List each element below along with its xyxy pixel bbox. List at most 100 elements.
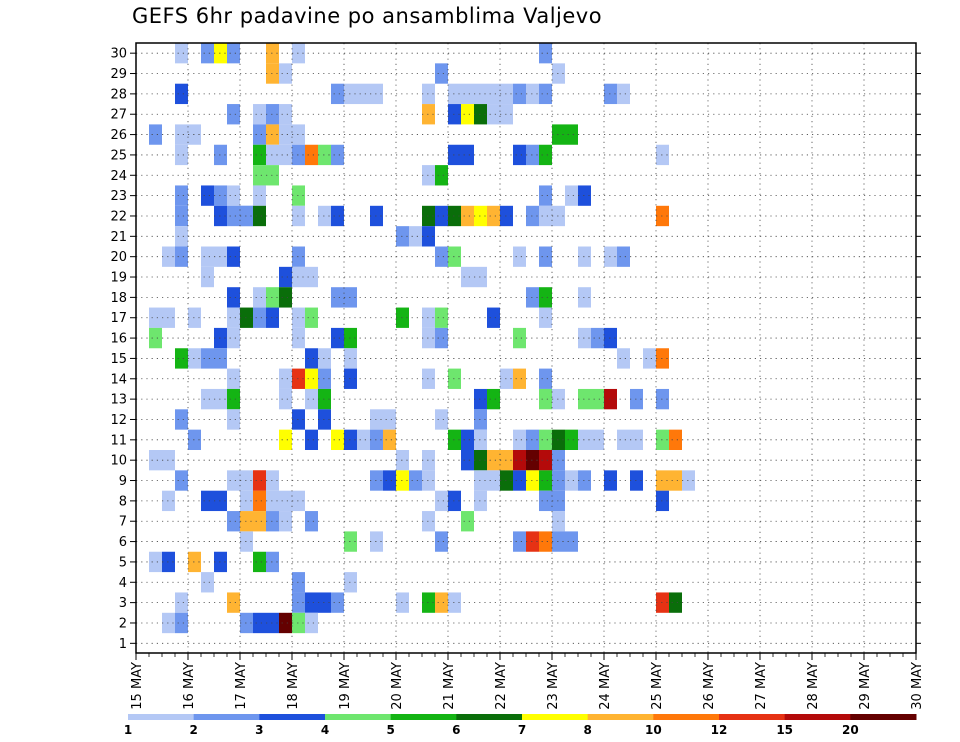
heat-cell [149,450,162,471]
heat-cell [578,470,591,491]
heat-cell [474,83,487,105]
heat-cell [422,511,435,532]
heat-cell [396,592,409,613]
heat-cell [305,511,318,532]
colorbar-swatch [456,714,523,720]
heat-cell [227,409,240,430]
heat-cell [591,388,604,410]
heat-cell [318,368,331,389]
y-tick-label: 2 [119,616,127,631]
heat-cell [201,388,214,410]
heat-cell [604,388,617,410]
heat-cell [591,327,604,349]
heat-cell [539,388,552,410]
heat-cell [461,511,474,532]
heat-cell [266,63,279,84]
heat-cell [344,327,357,349]
heat-cell [487,450,500,471]
heat-cell [292,185,305,206]
heat-cell [344,83,357,105]
colorbar-label: 3 [255,723,263,737]
heat-cell [552,429,565,450]
heat-cell [539,450,552,471]
colorbar-swatch [784,714,851,720]
heat-cell [526,470,539,491]
colorbar-swatch [522,714,589,720]
heat-cell [305,429,318,450]
heat-cell [227,592,240,613]
heat-cell [422,327,435,349]
heat-cell [214,348,227,369]
heat-cell [513,450,526,471]
heat-cell [565,185,578,206]
heat-cell [448,368,461,389]
heat-cell [318,348,331,369]
heat-cell [539,470,552,491]
heat-cell [656,429,669,450]
heat-cell [552,124,565,145]
heat-cell [344,429,357,450]
heat-cell [266,511,279,532]
heat-cell [617,348,630,369]
heat-cell [448,490,461,512]
heat-cell [383,409,396,430]
x-axis: 15 MAY 16 MAY 17 MAY 18 MAY 19 MAY 20 MAY 21 M… [130,653,925,710]
heat-cell [422,592,435,613]
heat-cell [448,246,461,267]
heat-cell [357,83,370,105]
heat-cell [318,592,331,613]
heat-cell [539,307,552,328]
heat-cell [175,124,188,145]
colorbar-label: 5 [386,723,394,737]
heat-cell [526,450,539,471]
heat-cell [461,205,474,227]
y-tick-label: 13 [110,393,127,408]
heat-cell [526,205,539,227]
colorbar-swatch [653,714,720,720]
heat-cell [175,185,188,206]
heat-cell [240,307,253,328]
y-tick-label: 30 [110,47,127,62]
y-tick-label: 11 [110,433,127,448]
heat-cell [539,246,552,267]
heat-cell [201,490,214,512]
heat-cell [422,83,435,105]
heat-cell [526,83,539,105]
heat-cell [630,470,643,491]
y-tick-label: 14 [110,372,127,387]
heat-cell [253,185,266,206]
heat-cell [331,144,344,166]
colorbar-swatch [128,714,195,720]
heat-cell [461,266,474,288]
heat-cell [448,104,461,125]
heat-cell [227,388,240,410]
heat-cell [565,470,578,491]
heat-cell [487,83,500,105]
heat-cell [656,388,669,410]
heat-cell [656,144,669,166]
heat-cell [344,368,357,389]
heat-cell [422,226,435,247]
heat-cell [279,124,292,145]
heat-cell [279,511,292,532]
heat-cell [630,388,643,410]
colorbar-label: 8 [583,723,591,737]
heat-cell [682,470,695,491]
heat-cell [474,409,487,430]
heat-cell [331,205,344,227]
heat-cell [461,450,474,471]
y-tick-label: 6 [119,535,127,550]
heat-cell [201,348,214,369]
heat-cell [487,104,500,125]
heat-cell [227,327,240,349]
y-tick-label: 17 [110,311,127,326]
colorbar-label: 15 [776,723,793,737]
heat-cell [422,104,435,125]
heat-cell [656,592,669,613]
heat-cell [175,612,188,634]
heat-cell [201,185,214,206]
x-tick-label: 20 MAY [390,662,405,710]
heat-cell [578,246,591,267]
heat-cell [279,104,292,125]
